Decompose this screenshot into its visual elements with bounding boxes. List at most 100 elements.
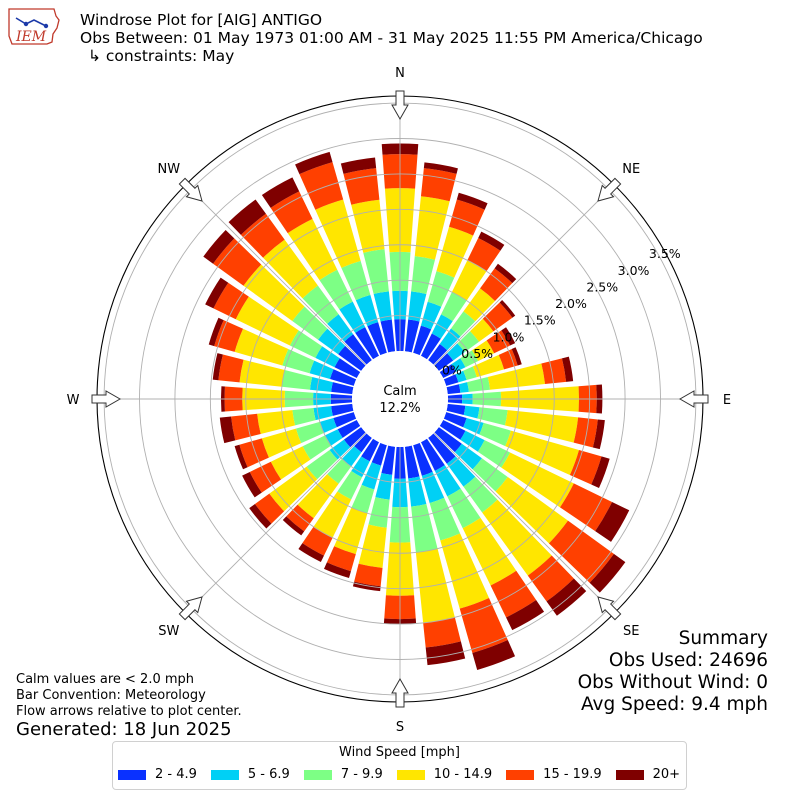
- sector-bar-8-160-bin0: [413, 442, 433, 476]
- sector-bar-8-250-bin2: [295, 421, 324, 444]
- sector-bar-8-320-bin4: [240, 213, 285, 258]
- iem-logo: IEM: [6, 6, 62, 50]
- sector-bar-8-130-bin4: [548, 520, 614, 583]
- sector-bar-8-10-bin1: [408, 291, 427, 322]
- sector-bar-8-140-bin0: [428, 433, 456, 464]
- sector-bar-8-240-bin3: [270, 446, 311, 480]
- sector-bar-8-150-bin4: [490, 570, 537, 618]
- sector-bar-8-350-bin1: [373, 291, 392, 322]
- sector-bar-8-300-bin4: [213, 282, 249, 320]
- legend-label: 5 - 6.9: [247, 767, 290, 782]
- sector-bar-8-160-bin1: [421, 471, 445, 504]
- constraints-label: ↳ constraints: May: [88, 47, 235, 65]
- sector-bar-8-100-bin2: [477, 407, 508, 426]
- summary-obs-without-wind: Obs Without Wind: 0: [577, 672, 768, 693]
- legend-item: 2 - 4.9: [118, 767, 197, 782]
- sector-bar-8-130-bin3: [495, 476, 568, 544]
- legend-swatch: [506, 769, 535, 780]
- generated-date: Generated: 18 Jun 2025: [16, 719, 232, 740]
- sector-bar-8-40-bin2: [450, 311, 476, 337]
- legend-item: 5 - 6.9: [210, 767, 290, 782]
- chart-title: Windrose Plot for [AIG] ANTIGO: [80, 11, 323, 29]
- sector-bar-8-330-bin2: [319, 269, 353, 310]
- sector-bar-8-10-bin4: [420, 168, 457, 202]
- sector-bar-8-50-bin0: [434, 353, 454, 371]
- sector-bar-8-60-bin1: [451, 358, 466, 372]
- sector-bar-8-110-bin4: [569, 449, 602, 485]
- direction-label-sw: SW: [158, 624, 179, 639]
- r-tick-label: 3.0%: [618, 263, 650, 278]
- sector-bar-8-220-bin3: [297, 474, 339, 519]
- sector-bar-8-290-bin2: [282, 349, 315, 374]
- summary-avg-speed: Avg Speed: 9.4 mph: [580, 694, 768, 715]
- sector-bar-8-150-bin2: [447, 488, 481, 529]
- sector-bar-8-280-bin1: [309, 376, 333, 392]
- sector-bar-8-150-bin3: [462, 517, 517, 586]
- sector-bar-8-280-bin3: [239, 359, 285, 387]
- sector-bar-8-200-bin0: [371, 442, 387, 466]
- legend-item: 20+: [615, 767, 681, 782]
- sector-bar-8-40-bin0: [428, 344, 448, 365]
- sector-bar-8-20-bin2: [427, 271, 455, 307]
- legend-label: 2 - 4.9: [155, 767, 197, 782]
- sector-bar-8-150-bin5: [506, 600, 545, 631]
- sector-bar-8-80-bin5: [561, 356, 574, 382]
- sector-bar-8-130-bin0: [434, 427, 462, 453]
- sector-bar-8-250-bin0: [333, 412, 357, 428]
- sector-bar-8-230-bin5: [249, 503, 272, 529]
- sector-bar-8-50-bin1: [447, 343, 465, 361]
- sector-bar-8-120-bin3: [501, 452, 574, 508]
- sector-bar-8-50-bin2: [457, 331, 480, 353]
- legend-swatch: [615, 769, 644, 780]
- sector-bar-8-120-bin4: [559, 483, 613, 532]
- obs-between: Obs Between: 01 May 1973 01:00 AM - 31 M…: [80, 29, 703, 47]
- sector-bar-8-230-bin4: [254, 493, 285, 524]
- sector-bar-8-30-bin0: [420, 333, 441, 360]
- sector-bar-8-260-bin0: [331, 403, 354, 416]
- sector-bar-8-20-bin3: [436, 226, 474, 278]
- sector-bar-8-230-bin1: [329, 439, 351, 460]
- sector-bar-8-290-bin0: [329, 369, 357, 386]
- sector-bar-8-70-bin0: [443, 374, 459, 386]
- sector-bar-8-120-bin0: [439, 419, 466, 440]
- calm-label: Calm: [383, 384, 416, 399]
- direction-labels: N NE E SE S SW W NW: [67, 66, 732, 735]
- sector-bar-8-60-bin4: [486, 330, 511, 354]
- arrow-n: [391, 90, 409, 121]
- calm-value: 12.2%: [379, 401, 420, 416]
- sector-bar-8-220-bin0: [354, 433, 372, 453]
- sector-bar-8-300-bin5: [205, 277, 229, 309]
- sector-bar-8-110-bin5: [591, 456, 610, 489]
- sector-bar-8-10-bin0: [404, 319, 420, 353]
- sector-bar-8-40-bin5: [494, 263, 517, 284]
- sector-bar-8-350-bin3: [351, 199, 385, 253]
- sector-bar-8-340-bin3: [315, 199, 361, 268]
- sector-bar-8-340-bin5: [295, 151, 333, 175]
- flow-arrows-note: Flow arrows relative to plot center.: [16, 704, 242, 719]
- summary-box: Summary Obs Used: 24696 Obs Without Wind…: [578, 628, 768, 716]
- sector-bar-8-210-bin0: [361, 438, 380, 462]
- direction-label-s: S: [396, 720, 404, 735]
- sector-bar-8-340-bin4: [299, 162, 344, 210]
- sector-bar-8-300-bin0: [334, 358, 361, 379]
- sector-bar-8-310-bin4: [213, 238, 262, 286]
- legend: Wind Speed [mph] 2 - 4.9 5 - 6.9 7 - 9.9 10…: [112, 741, 687, 790]
- legend-label: 20+: [652, 767, 681, 782]
- arrow-w: [91, 390, 122, 408]
- sector-bar-8-70-bin5: [511, 347, 522, 366]
- sector-bar-8-130-bin2: [472, 458, 508, 492]
- arrow-sw: [178, 596, 203, 621]
- sector-bar-8-140-bin3: [482, 499, 552, 576]
- sector-bar-8-240-bin2: [302, 435, 331, 460]
- sector-bar-8-190-bin4: [354, 563, 383, 587]
- sector-bar-8-230-bin0: [343, 427, 366, 448]
- sector-bar-8-150-bin1: [434, 465, 461, 497]
- sector-bar-8-260-bin2: [292, 407, 316, 426]
- sector-bar-8-220-bin1: [341, 446, 362, 467]
- sector-bar-8-280-bin4: [218, 354, 244, 383]
- sector-bar-8-240-bin1: [324, 429, 343, 446]
- grid-spoke: [185, 432, 367, 614]
- iem-logo-graphic: IEM: [8, 8, 60, 45]
- sector-bar-8-30-bin4: [467, 237, 501, 272]
- sector-bar-8-250-bin1: [319, 417, 337, 434]
